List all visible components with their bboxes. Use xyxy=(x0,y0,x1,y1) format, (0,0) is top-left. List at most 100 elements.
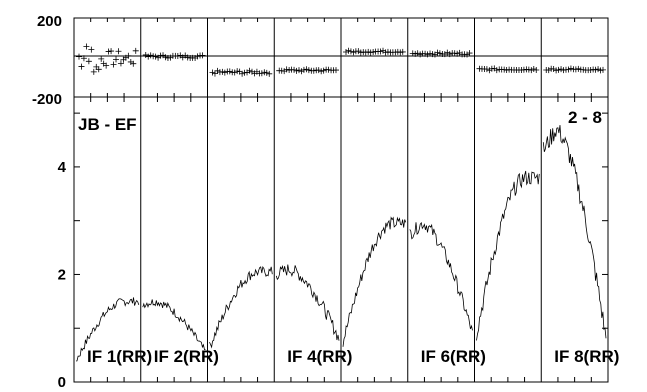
phase-point xyxy=(199,52,206,59)
phase-point xyxy=(303,66,310,73)
phase-y-tick-label-bottom: -200 xyxy=(32,91,62,108)
amplitude-panel: 0 2 4 IF 1(RR) IF 2(RR) IF 4(RR) IF 6(RR) IF 8… xyxy=(58,96,619,391)
phase-point xyxy=(429,51,436,58)
phase-point xyxy=(76,53,82,60)
phase-point xyxy=(550,66,557,73)
amplitude-ticks xyxy=(74,97,608,382)
phase-point xyxy=(350,49,357,56)
phase-point xyxy=(595,66,602,73)
phase-point xyxy=(456,49,463,56)
phase-point xyxy=(108,48,115,55)
phase-point xyxy=(132,47,139,54)
subband-label: IF 1(RR) xyxy=(87,347,152,366)
phase-point xyxy=(488,65,495,72)
amplitude-subband-separators xyxy=(140,97,542,382)
phase-point xyxy=(125,52,132,59)
phase-point xyxy=(320,67,327,74)
phase-point xyxy=(343,48,349,55)
phase-point xyxy=(318,68,325,75)
subband-label: IF 2(RR) xyxy=(154,347,219,366)
phase-point xyxy=(164,55,171,62)
phase-point xyxy=(147,52,154,59)
phase-point xyxy=(525,66,532,73)
phase-point xyxy=(325,66,332,73)
phase-point xyxy=(315,67,322,74)
phase-point xyxy=(105,48,112,55)
phase-point xyxy=(434,49,441,56)
phase-point xyxy=(234,68,241,75)
phase-point xyxy=(221,69,228,76)
phase-point xyxy=(486,67,493,74)
subband-label: IF 8(RR) xyxy=(554,347,619,366)
phase-point xyxy=(464,51,471,58)
amplitude-spectrum xyxy=(209,265,273,349)
phase-point xyxy=(98,55,105,62)
phase-point xyxy=(600,66,606,73)
phase-points xyxy=(76,43,606,77)
phase-point xyxy=(209,69,216,76)
phase-point xyxy=(592,66,599,73)
phase-point xyxy=(231,69,238,76)
baseline-corner-label: 2 - 8 xyxy=(568,108,602,127)
subband-label: IF 6(RR) xyxy=(421,347,486,366)
subband-labels: IF 1(RR) IF 2(RR) IF 4(RR) IF 6(RR) IF 8(RR) xyxy=(87,347,619,366)
phase-point xyxy=(117,60,124,67)
phase-panel: 200 -200 xyxy=(32,13,609,108)
amplitude-y-tick-label: 0 xyxy=(58,374,66,391)
phase-point xyxy=(533,66,540,73)
amplitude-spectrum xyxy=(476,170,540,341)
phase-point xyxy=(110,61,117,68)
phase-point xyxy=(567,65,574,72)
phase-point xyxy=(377,48,384,55)
phase-point xyxy=(446,51,453,58)
phase-point xyxy=(355,48,362,55)
phase-point xyxy=(113,56,120,63)
phase-point xyxy=(174,53,181,60)
phase-point xyxy=(451,50,458,57)
phase-point xyxy=(436,50,443,57)
phase-point xyxy=(530,65,537,72)
phase-point xyxy=(444,49,451,56)
amplitude-spectrum xyxy=(275,264,340,341)
phase-point xyxy=(597,67,604,74)
phase-ticks xyxy=(90,18,592,97)
phase-point xyxy=(93,63,100,70)
phase-point xyxy=(575,65,582,72)
phase-point xyxy=(370,49,377,56)
phase-point xyxy=(417,51,424,58)
phase-point xyxy=(246,67,253,74)
phase-point xyxy=(90,68,97,75)
phase-point xyxy=(310,67,317,74)
phase-point xyxy=(80,55,87,62)
phase-point xyxy=(78,63,85,70)
phase-point xyxy=(427,50,434,57)
amplitude-spectrum xyxy=(542,125,607,339)
phase-point xyxy=(345,47,352,54)
phase-point xyxy=(466,50,473,57)
phase-point xyxy=(305,67,312,74)
phase-point xyxy=(333,67,339,74)
phase-point xyxy=(384,48,391,55)
phase-point xyxy=(83,43,90,50)
phase-point xyxy=(399,48,406,55)
phase-point xyxy=(130,60,137,67)
phase-y-tick-label-top: 200 xyxy=(37,13,62,30)
phase-point xyxy=(558,66,565,73)
baseline-label: JB - EF xyxy=(78,115,137,134)
phase-point xyxy=(454,50,461,57)
amplitude-spectrum xyxy=(342,216,407,347)
amplitude-y-tick-labels: 0 2 4 xyxy=(58,159,67,391)
phase-point xyxy=(239,70,246,77)
phase-subband-separators xyxy=(140,18,542,97)
phase-point xyxy=(493,67,500,74)
phase-point xyxy=(412,50,419,57)
phase-point xyxy=(115,48,122,55)
phase-point xyxy=(266,70,273,77)
phase-point xyxy=(214,67,221,74)
amplitude-spectrum xyxy=(142,299,206,350)
phase-point xyxy=(103,62,110,69)
phase-point xyxy=(85,58,92,65)
phase-point xyxy=(95,66,102,73)
phase-point xyxy=(261,69,268,76)
